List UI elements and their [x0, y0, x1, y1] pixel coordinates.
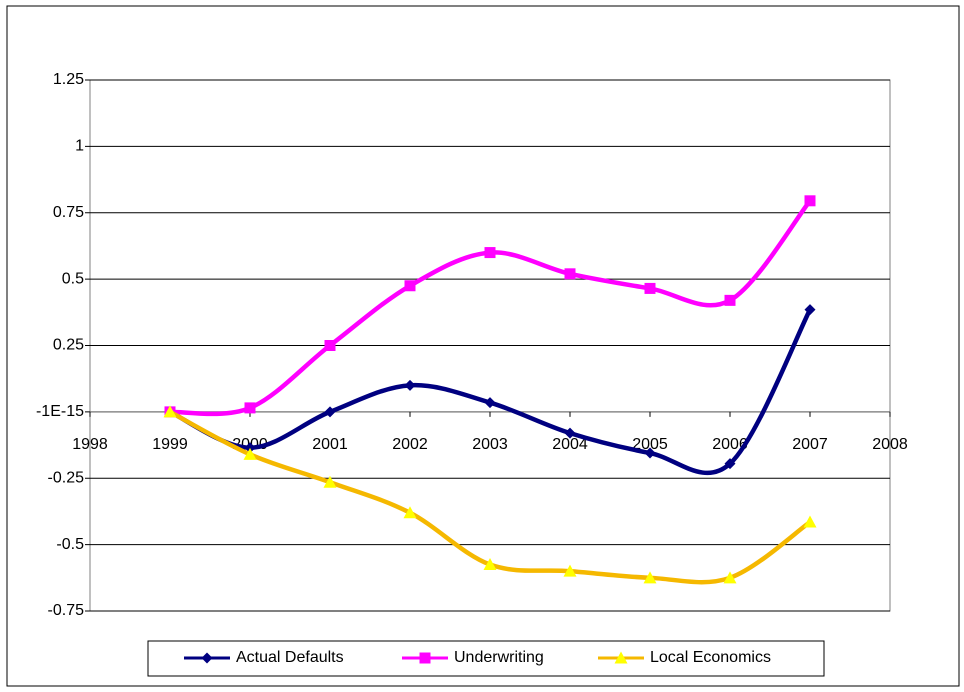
legend-label: Actual Defaults	[236, 649, 344, 666]
data-point	[244, 442, 256, 454]
data-point	[723, 571, 737, 584]
data-point	[324, 340, 336, 351]
data-point	[724, 458, 736, 470]
data-point	[323, 475, 337, 488]
data-point	[644, 447, 656, 459]
data-point	[244, 402, 256, 414]
data-point	[163, 405, 177, 418]
data-point	[564, 268, 576, 280]
data-point	[483, 558, 497, 571]
x-tick-label: 1998	[72, 436, 108, 453]
data-point	[243, 447, 257, 460]
data-point	[484, 247, 496, 259]
y-tick-label: -0.5	[56, 536, 84, 553]
legend-label: Local Economics	[650, 649, 771, 666]
x-tick-label: 2004	[552, 436, 588, 453]
y-tick-label: 1	[75, 138, 84, 155]
x-tick-label: 1999	[152, 436, 188, 453]
x-tick-label: 2003	[472, 436, 508, 453]
data-point	[724, 294, 736, 306]
y-tick-label: 1.25	[53, 71, 84, 88]
y-tick-label: -1E-15	[36, 403, 84, 420]
data-point	[484, 397, 496, 409]
x-tick-label: 2007	[792, 436, 828, 453]
data-point	[803, 515, 817, 528]
data-point	[643, 571, 657, 584]
x-tick-label: 2001	[312, 436, 348, 453]
x-tick-label: 2002	[392, 436, 428, 453]
data-point	[404, 379, 416, 391]
legend-marker	[419, 652, 431, 664]
y-tick-label: -0.75	[48, 602, 85, 619]
x-tick-label: 2006	[712, 436, 748, 453]
data-point	[324, 406, 336, 418]
x-tick-label: 2008	[872, 436, 908, 453]
data-point	[804, 304, 816, 316]
legend-label: Underwriting	[454, 649, 544, 666]
data-point	[644, 282, 656, 294]
y-tick-label: 0.25	[53, 337, 84, 354]
data-point	[804, 195, 816, 207]
data-point	[404, 280, 416, 292]
y-tick-label: 0.5	[62, 270, 84, 287]
data-point	[403, 506, 417, 519]
legend-marker	[614, 651, 628, 664]
x-tick-label: 2005	[632, 436, 668, 453]
data-point	[563, 564, 577, 577]
legend	[147, 640, 825, 677]
data-point	[564, 427, 576, 439]
y-tick-label: 0.75	[53, 204, 84, 221]
y-tick-label: -0.25	[48, 469, 85, 486]
legend-marker	[201, 652, 213, 664]
